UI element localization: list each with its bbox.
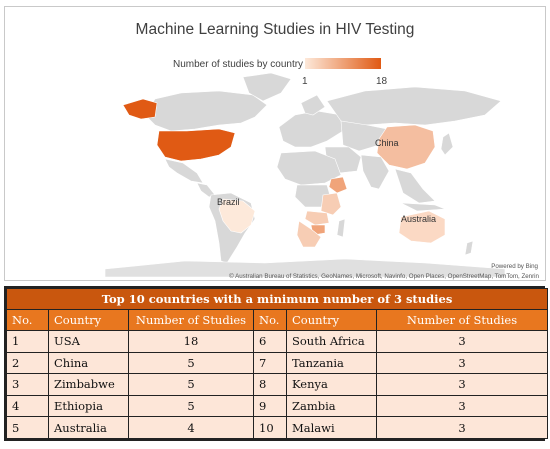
- cell-country: USA: [48, 330, 129, 353]
- map-china: [376, 124, 436, 170]
- cell-no: 7: [253, 351, 287, 375]
- cell-studies: 5: [128, 351, 254, 375]
- cell-no: 4: [6, 394, 49, 418]
- map-europe: [278, 110, 344, 148]
- cell-no: 10: [253, 416, 287, 439]
- table-header-row: No. Country Number of Studies No. Countr…: [6, 309, 549, 331]
- map-scandinavia: [300, 94, 326, 116]
- label-brazil: Brazil: [217, 197, 240, 207]
- cell-country: Malawi: [286, 416, 377, 439]
- studies-table-container: Top 10 countries with a minimum number o…: [4, 286, 549, 441]
- table-row: 3 Zimbabwe 5 8 Kenya 3: [6, 373, 549, 396]
- cell-no: 5: [6, 416, 49, 439]
- cell-studies: 3: [375, 351, 549, 375]
- cell-studies: 3: [375, 416, 549, 439]
- header-studies-2: Number of Studies: [375, 309, 549, 331]
- legend-color-bar: [305, 58, 381, 69]
- map-mexico: [164, 158, 204, 184]
- map-ethiopia: [328, 176, 348, 194]
- map-canada: [144, 90, 268, 132]
- studies-table: Top 10 countries with a minimum number o…: [5, 288, 549, 439]
- cell-country: Ethiopia: [48, 394, 129, 418]
- map-southern-africa: [296, 220, 322, 248]
- cell-country: China: [48, 351, 129, 375]
- cell-country: Kenya: [286, 373, 377, 396]
- map-usa: [156, 128, 236, 162]
- map-antarctica: [104, 258, 506, 278]
- map-attribution: © Australian Bureau of Statistics, GeoNa…: [229, 273, 539, 280]
- map-madagascar: [336, 218, 346, 238]
- header-country-1: Country: [48, 309, 129, 331]
- cell-studies: 5: [128, 394, 254, 418]
- cell-no: 6: [253, 330, 287, 353]
- cell-studies: 3: [375, 373, 549, 396]
- cell-country: Zimbabwe: [48, 373, 129, 396]
- cell-country: Tanzania: [286, 351, 377, 375]
- legend-min: 1: [302, 76, 308, 87]
- map-zambia-malawi: [304, 210, 330, 226]
- cell-no: 2: [6, 351, 49, 375]
- cell-no: 8: [253, 373, 287, 396]
- cell-no: 3: [6, 373, 49, 396]
- cell-country: Australia: [48, 416, 129, 439]
- map-southeast-asia: [394, 168, 436, 204]
- cell-no: 1: [6, 330, 49, 353]
- table-row: 4 Ethiopia 5 9 Zambia 3: [6, 394, 549, 418]
- map-panel: Machine Learning Studies in HIV Testing …: [4, 6, 546, 281]
- label-china: China: [375, 138, 399, 148]
- header-studies-1: Number of Studies: [128, 309, 254, 331]
- cell-country: South Africa: [286, 330, 377, 353]
- cell-studies: 3: [375, 394, 549, 418]
- cell-studies: 4: [128, 416, 254, 439]
- map-indonesia: [400, 202, 446, 212]
- cell-studies: 5: [128, 373, 254, 396]
- cell-studies: 18: [128, 330, 254, 353]
- cell-country: Zambia: [286, 394, 377, 418]
- map-russia: [326, 86, 502, 126]
- world-map: [104, 72, 506, 278]
- map-brazil: [218, 198, 256, 234]
- table-row: 2 China 5 7 Tanzania 3: [6, 351, 549, 375]
- map-india: [360, 154, 390, 190]
- map-africa-north: [276, 150, 342, 186]
- map-title: Machine Learning Studies in HIV Testing: [135, 21, 415, 38]
- cell-no: 9: [253, 394, 287, 418]
- powered-by-bing: Powered by Bing: [491, 263, 538, 270]
- table-row: 5 Australia 4 10 Malawi 3: [6, 416, 549, 439]
- header-country-2: Country: [286, 309, 377, 331]
- map-new-zealand: [464, 240, 474, 256]
- map-japan: [440, 132, 454, 156]
- label-australia: Australia: [401, 214, 437, 224]
- legend-label: Number of studies by country: [173, 59, 304, 70]
- header-no-1: No.: [6, 309, 49, 331]
- table-caption: Top 10 countries with a minimum number o…: [5, 288, 549, 310]
- legend-max: 18: [376, 76, 388, 87]
- header-no-2: No.: [253, 309, 287, 331]
- table-row: 1 USA 18 6 South Africa 3: [6, 330, 549, 353]
- cell-studies: 3: [375, 330, 549, 353]
- map-kenya-tanzania: [320, 192, 342, 216]
- map-australia: [398, 210, 446, 244]
- map-alaska: [122, 98, 158, 120]
- map-greenland: [242, 72, 292, 102]
